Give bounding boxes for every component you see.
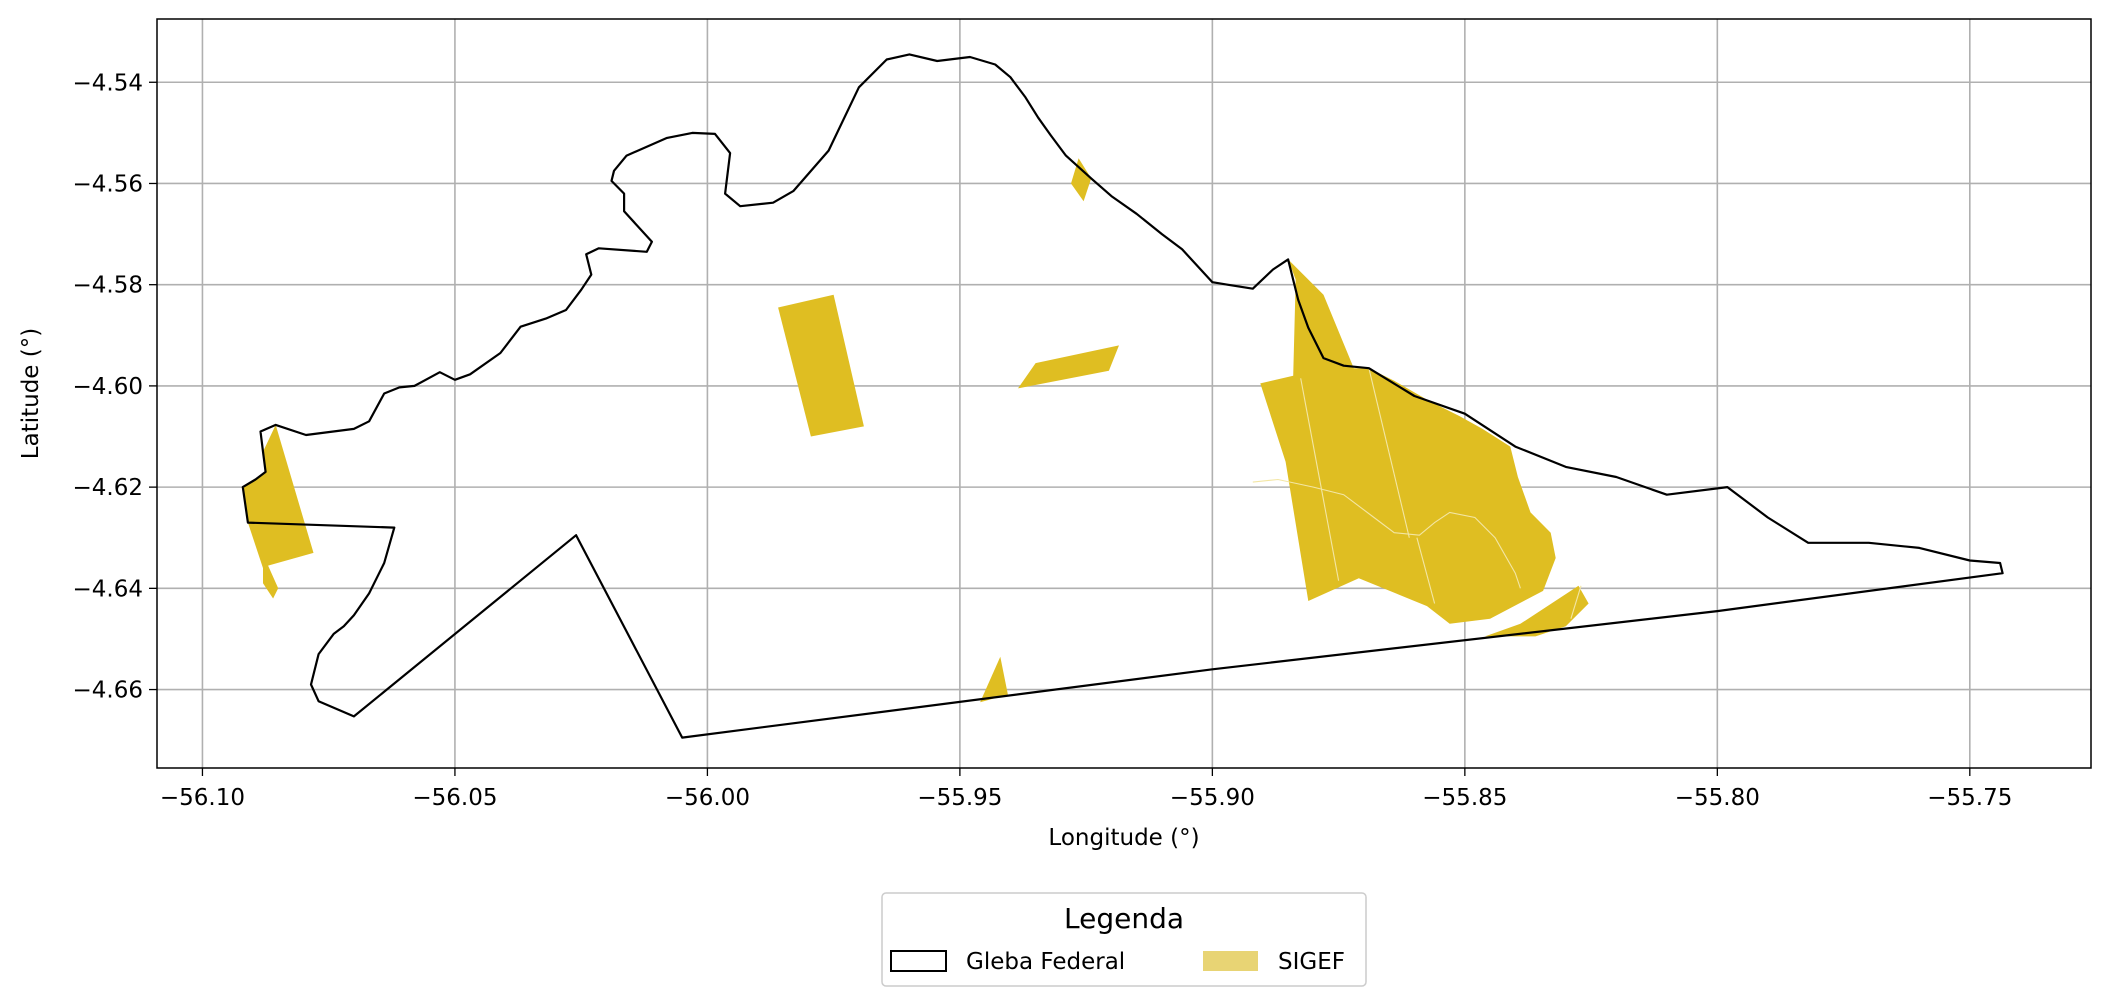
- legend-entry-label: SIGEF: [1278, 949, 1345, 975]
- y-tick-label: −4.60: [73, 374, 143, 400]
- sigef-parcel: [778, 294, 864, 437]
- x-tick-label: −55.95: [917, 785, 1002, 811]
- y-tick-label: −4.54: [73, 70, 143, 96]
- legend-entries: Gleba Federal SIGEF: [890, 949, 1345, 975]
- legend-swatch-sigef: [1203, 951, 1258, 971]
- y-tick-label: −4.56: [73, 171, 143, 197]
- x-tick-label: −56.05: [412, 785, 497, 811]
- x-tick-label: −55.90: [1170, 785, 1255, 811]
- y-tick-label: −4.62: [73, 475, 143, 501]
- x-tick-label: −56.10: [160, 785, 245, 811]
- x-tick-label: −55.80: [1675, 785, 1760, 811]
- map-layers: [241, 53, 2004, 739]
- plot-area-frame: [156, 18, 2092, 769]
- x-tick-label: −55.85: [1422, 785, 1507, 811]
- sigef-parcel-border: [1300, 378, 1340, 581]
- x-tick-label: −55.75: [1927, 785, 2012, 811]
- sigef-parcel: [1071, 158, 1092, 202]
- x-axis-title: Longitude (°): [1048, 825, 1199, 851]
- sigef-parcel: [1018, 345, 1119, 389]
- sigef-parcel-border: [1416, 537, 1436, 604]
- sigef-parcel: [242, 424, 314, 599]
- legend-entry-label: Gleba Federal: [966, 949, 1125, 975]
- x-tick-label: −56.00: [665, 785, 750, 811]
- y-tick-label: −4.66: [73, 678, 143, 704]
- gleba-federal-boundary: [241, 53, 2004, 739]
- sigef-parcel: [980, 656, 1008, 703]
- y-tick-label: −4.64: [73, 576, 143, 602]
- sigef-parcel-border: [1368, 368, 1410, 538]
- sigef-parcel: [1485, 585, 1589, 637]
- gridlines: [157, 19, 2091, 768]
- axis-ticks: −56.10 −56.05 −56.00 −55.95 −55.90 −55.85 −55.…: [73, 70, 2013, 811]
- legend: Legenda Gleba Federal SIGEF: [881, 892, 1367, 987]
- y-axis-title: Latitude (°): [18, 328, 44, 459]
- sigef-parcel-border: [1252, 478, 1521, 589]
- legend-swatch-gleba-federal: [890, 950, 947, 972]
- sigef-parcel: [1260, 259, 1556, 624]
- sigef-parcel-border: [1570, 585, 1582, 619]
- legend-title: Legenda: [1064, 902, 1184, 935]
- y-tick-label: −4.58: [73, 273, 143, 299]
